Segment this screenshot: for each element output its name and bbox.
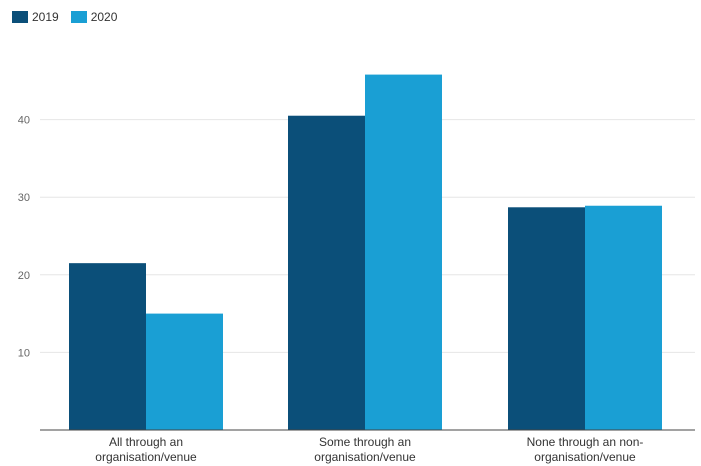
category-label-2-0: None through an non- [527, 435, 644, 449]
legend-label-2019: 2019 [32, 10, 59, 24]
legend: 2019 2020 [12, 10, 129, 24]
bar-2020-2 [585, 205, 662, 430]
y-tick-label-20: 20 [18, 270, 30, 282]
category-label-0-1: organisation/venue [95, 450, 197, 464]
bar-2019-1 [288, 115, 365, 430]
legend-item-2020: 2020 [70, 10, 118, 24]
category-label-2-1: organisation/venue [534, 450, 636, 464]
legend-item-2019: 2019 [12, 10, 59, 24]
legend-swatch-2019 [12, 11, 28, 23]
y-tick-label-10: 10 [18, 347, 30, 359]
category-label-1-0: Some through an [319, 435, 411, 449]
y-tick-label-30: 30 [18, 192, 30, 204]
bar-2020-0 [146, 313, 223, 430]
legend-swatch-2020 [70, 11, 87, 23]
bar-2019-2 [508, 207, 585, 430]
category-label-1-1: organisation/venue [314, 450, 416, 464]
legend-label-2020: 2020 [90, 10, 118, 24]
category-label-0-0: All through an [109, 435, 183, 449]
y-tick-label-40: 40 [18, 115, 30, 127]
bars [69, 74, 662, 430]
bar-2020-1 [365, 74, 442, 430]
bar-2019-0 [69, 263, 146, 430]
